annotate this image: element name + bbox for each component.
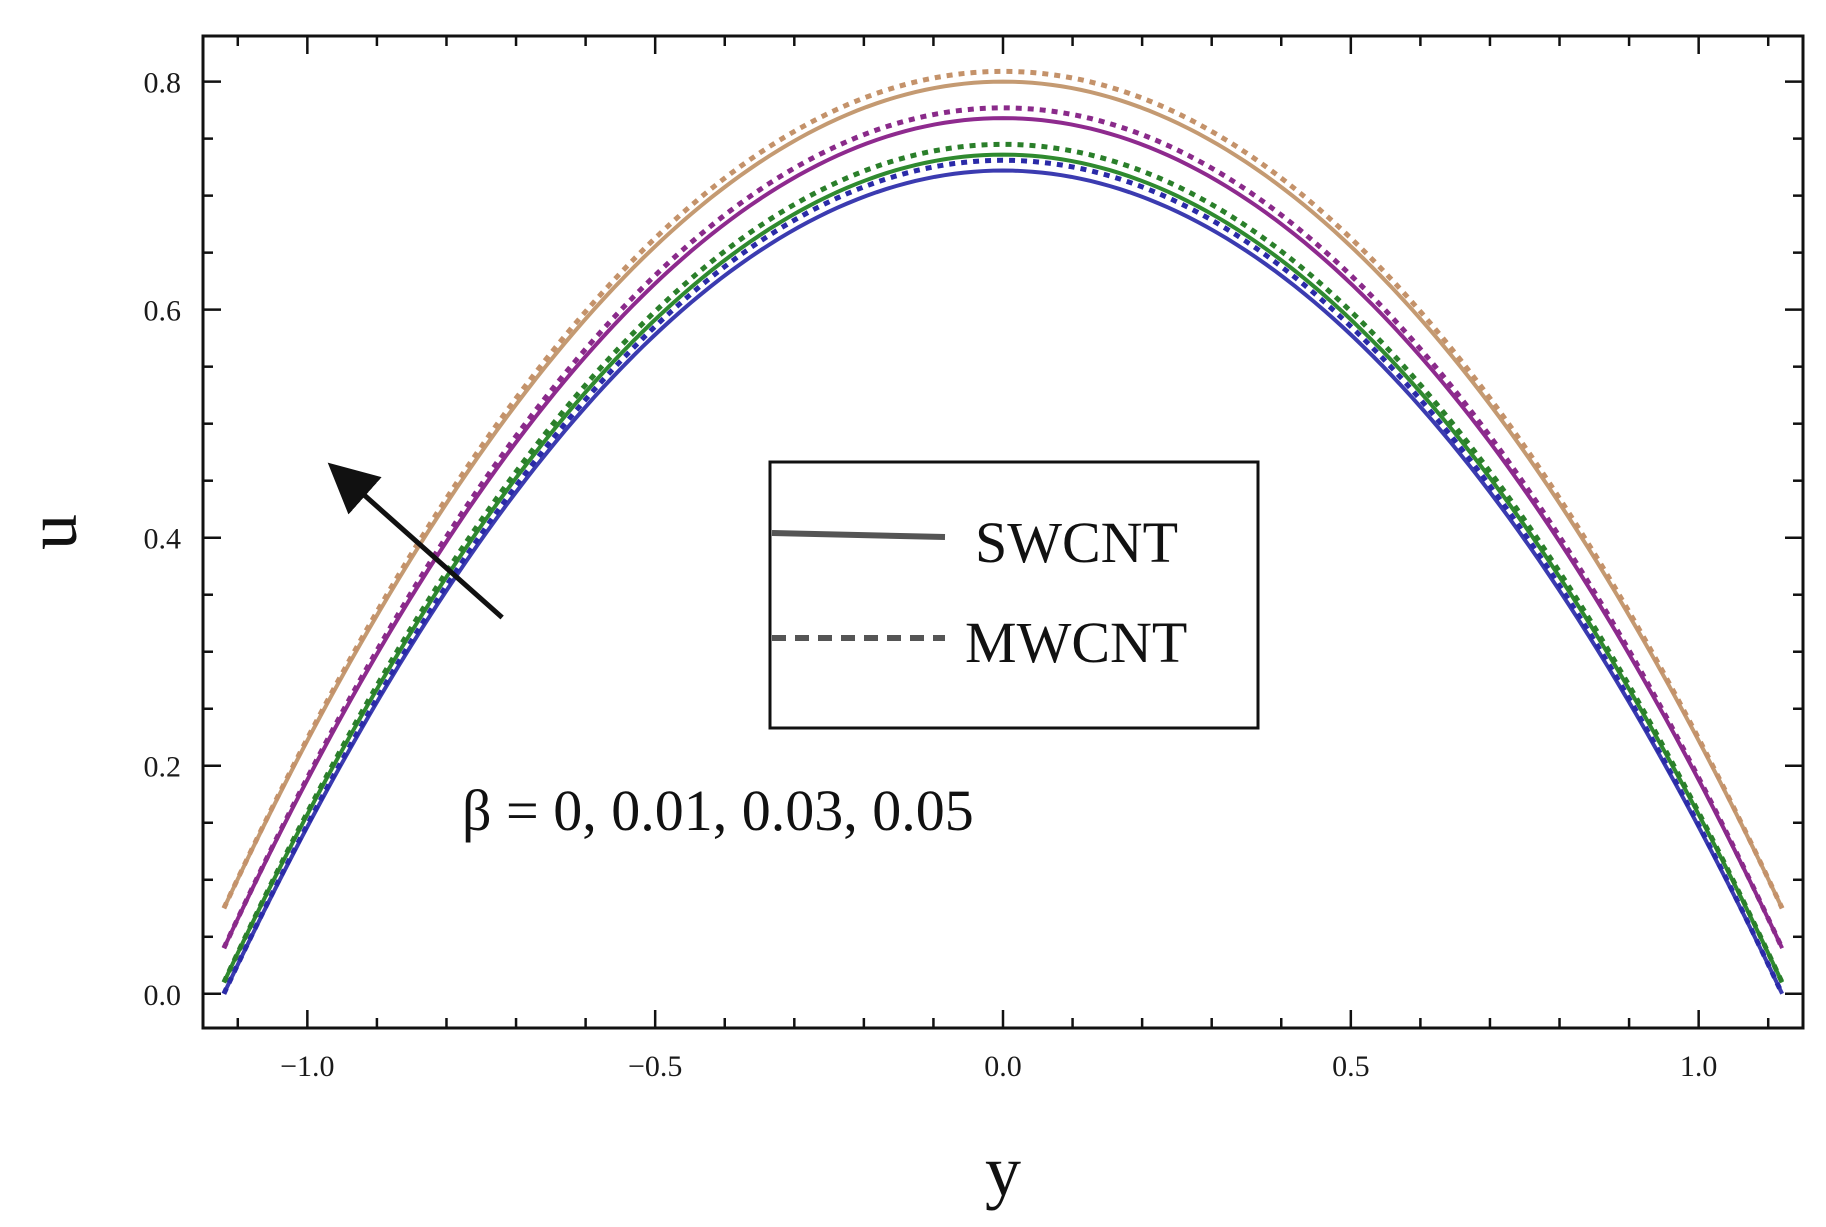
series-line-1 [222, 168, 1784, 995]
series-line-6 [221, 105, 1785, 950]
beta-arrow [327, 462, 504, 620]
ticks [203, 36, 1803, 1028]
x-tick-label: 0.5 [1332, 1050, 1370, 1083]
x-tick-label: −0.5 [628, 1050, 682, 1083]
y-tick-label: 0.0 [144, 979, 182, 1012]
beta-annotation: β = 0, 0.01, 0.03, 0.05 [462, 778, 974, 843]
series-lines [221, 68, 1785, 995]
x-axis-title: y [985, 1131, 1021, 1211]
series-line-3 [222, 152, 1784, 984]
legend-label-swcnt: SWCNT [975, 510, 1178, 575]
series-line-5 [222, 116, 1784, 950]
tick-labels: −1.0 −0.5 0.0 0.5 1.0 0.0 0.2 0.4 0.6 0.8 [144, 67, 1718, 1083]
y-tick-label: 0.6 [144, 295, 182, 328]
legend-label-mwcnt: MWCNT [965, 610, 1187, 675]
annotation: β = 0, 0.01, 0.03, 0.05 [327, 462, 974, 843]
legend: SWCNT MWCNT [768, 460, 1260, 730]
series-line-8 [221, 68, 1785, 910]
x-tick-label: 1.0 [1680, 1050, 1718, 1083]
x-tick-label: 0.0 [984, 1050, 1022, 1083]
y-tick-label: 0.2 [144, 751, 182, 784]
series-line-4 [221, 141, 1785, 984]
series-line-7 [222, 79, 1784, 910]
y-axis-title: u [12, 514, 92, 550]
y-tick-label: 0.8 [144, 67, 182, 100]
legend-swatch-solid [771, 530, 946, 540]
legend-box [768, 460, 1260, 730]
x-tick-label: −1.0 [280, 1050, 334, 1083]
series-line-2 [221, 157, 1785, 995]
y-tick-label: 0.4 [144, 523, 182, 556]
